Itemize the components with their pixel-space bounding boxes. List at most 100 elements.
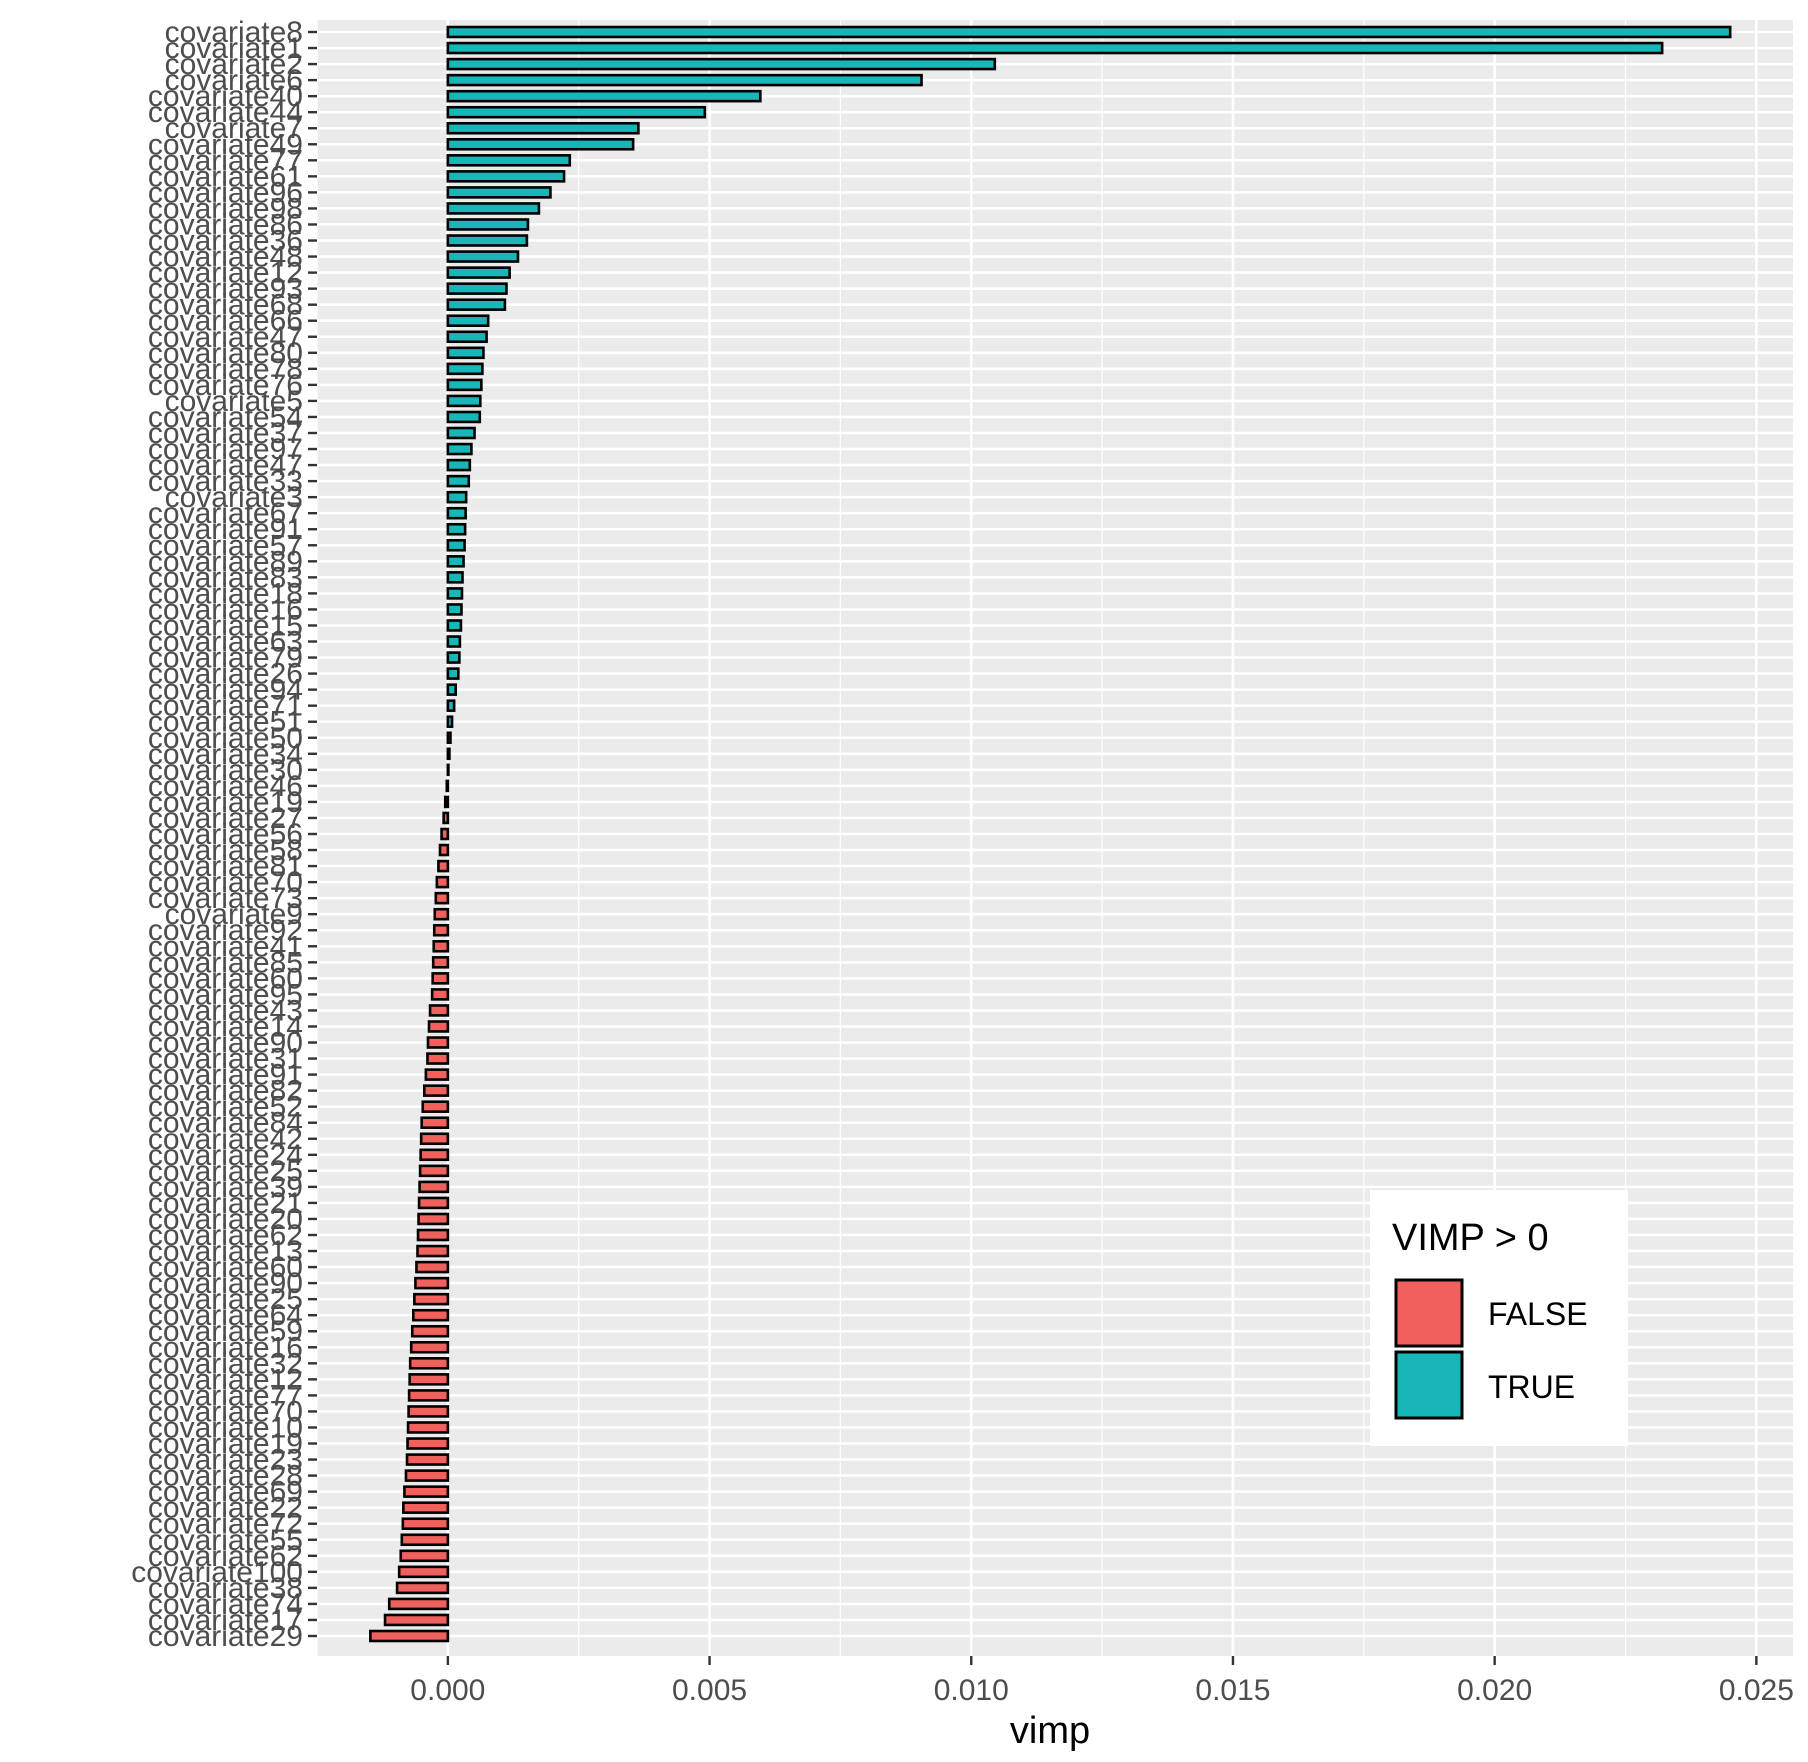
- y-tick-label: covariate40: [148, 80, 303, 113]
- bar: [446, 683, 458, 696]
- y-tick-label: covariate72: [148, 1508, 303, 1541]
- bar: [406, 1437, 450, 1450]
- bar: [395, 1581, 450, 1595]
- y-tick-label: covariate8: [165, 16, 303, 49]
- bar: [446, 539, 466, 552]
- y-tick-label: covariate55: [148, 1524, 303, 1557]
- bar: [445, 779, 450, 793]
- bar: [397, 1565, 450, 1579]
- y-tick-label: covariate13: [148, 1235, 303, 1268]
- bar: [403, 1485, 450, 1498]
- x-tick-label: 0.020: [1457, 1674, 1532, 1707]
- bar: [446, 250, 520, 263]
- bar: [446, 25, 1732, 39]
- y-tick-label: covariate49: [148, 128, 303, 161]
- bar: [446, 154, 572, 167]
- bar: [443, 795, 450, 809]
- legend: VIMP > 0 FALSE TRUE: [1370, 1190, 1628, 1446]
- y-tick-label: covariate19: [148, 786, 303, 819]
- y-tick-label: covariate57: [148, 529, 303, 562]
- y-tick-label: covariate61: [148, 160, 303, 193]
- y-tick-label: covariate79: [148, 642, 303, 675]
- y-tick-label: covariate3: [165, 481, 303, 514]
- bar: [446, 410, 482, 424]
- y-tick-label: covariate84: [148, 1107, 303, 1140]
- bar: [440, 827, 450, 841]
- y-tick-label: covariate58: [148, 834, 303, 867]
- legend-label-false: FALSE: [1488, 1296, 1588, 1332]
- y-tick-label: covariate67: [148, 497, 303, 530]
- bar: [446, 266, 511, 279]
- y-tick-label: covariate60: [148, 1251, 303, 1284]
- bar: [404, 1469, 450, 1482]
- y-tick-label: covariate12: [148, 257, 303, 290]
- y-tick-label: covariate10: [148, 1411, 303, 1444]
- bar: [446, 314, 490, 327]
- y-tick-label: covariate22: [148, 1492, 303, 1525]
- bar: [416, 1244, 450, 1258]
- y-tick-label: covariate73: [148, 882, 303, 915]
- y-tick-label: covariate81: [148, 850, 303, 883]
- y-tick-label: covariate47: [148, 449, 303, 482]
- y-tick-label: covariate100: [131, 1556, 303, 1589]
- y-tick-label: covariate12: [148, 1363, 303, 1396]
- y-tick-label: covariate97: [148, 433, 303, 466]
- y-tick-label: covariate71: [148, 690, 303, 723]
- bar: [446, 506, 467, 520]
- bar: [446, 731, 452, 745]
- bar: [419, 1148, 450, 1162]
- bar: [446, 218, 530, 231]
- bar: [446, 330, 488, 344]
- y-tick-label: covariate63: [148, 626, 303, 659]
- y-tick-label: covariate62: [148, 1540, 303, 1573]
- bar: [446, 555, 465, 568]
- x-tick-label: 0.015: [1195, 1674, 1270, 1707]
- y-tick-label: covariate27: [148, 802, 303, 835]
- bar: [428, 1004, 450, 1017]
- bar: [446, 170, 566, 183]
- y-tick-label: covariate26: [148, 658, 303, 691]
- y-tick-label: covariate15: [148, 609, 303, 642]
- legend-key-false: [1394, 1278, 1464, 1348]
- bar: [446, 426, 476, 440]
- bar: [416, 1228, 450, 1242]
- bar: [430, 988, 450, 1001]
- y-tick-label: covariate96: [148, 176, 303, 209]
- bar: [424, 1068, 450, 1081]
- y-tick-label: covariate70: [148, 1395, 303, 1428]
- y-tick-label: covariate30: [148, 754, 303, 787]
- bar: [446, 202, 541, 215]
- legend-key-true: [1394, 1350, 1464, 1420]
- bar: [446, 667, 460, 680]
- y-tick-label: covariate42: [148, 1123, 303, 1156]
- bar: [408, 1373, 450, 1386]
- y-tick-label: covariate83: [148, 561, 303, 594]
- bar: [405, 1453, 450, 1466]
- bar: [446, 458, 472, 472]
- y-tick-label: covariate91: [148, 1059, 303, 1092]
- legend-title: VIMP > 0: [1392, 1217, 1549, 1259]
- y-axis: covariate8covariate1covariate2covariate6…: [131, 16, 317, 1653]
- bar: [446, 490, 468, 504]
- bar: [446, 747, 451, 761]
- y-tick-label: covariate28: [148, 1460, 303, 1493]
- bar: [387, 1597, 450, 1611]
- y-tick-label: covariate44: [148, 96, 303, 129]
- y-tick-label: covariate31: [148, 1043, 303, 1076]
- bar: [414, 1276, 450, 1290]
- bar: [420, 1116, 450, 1129]
- y-tick-label: covariate60: [148, 962, 303, 995]
- bar: [438, 843, 450, 857]
- bar: [433, 907, 450, 921]
- bar: [446, 282, 508, 295]
- y-tick-label: covariate14: [148, 1010, 303, 1043]
- y-tick-label: covariate92: [148, 914, 303, 947]
- bar: [409, 1341, 450, 1354]
- x-tick-label: 0.005: [672, 1674, 747, 1707]
- y-tick-label: covariate34: [148, 738, 303, 771]
- bar: [446, 186, 552, 199]
- x-axis: 0.000 0.005 0.010 0.015 0.020 0.025: [410, 1656, 1794, 1707]
- bar: [431, 972, 450, 985]
- bar: [434, 891, 450, 905]
- y-tick-label: covariate69: [148, 1476, 303, 1509]
